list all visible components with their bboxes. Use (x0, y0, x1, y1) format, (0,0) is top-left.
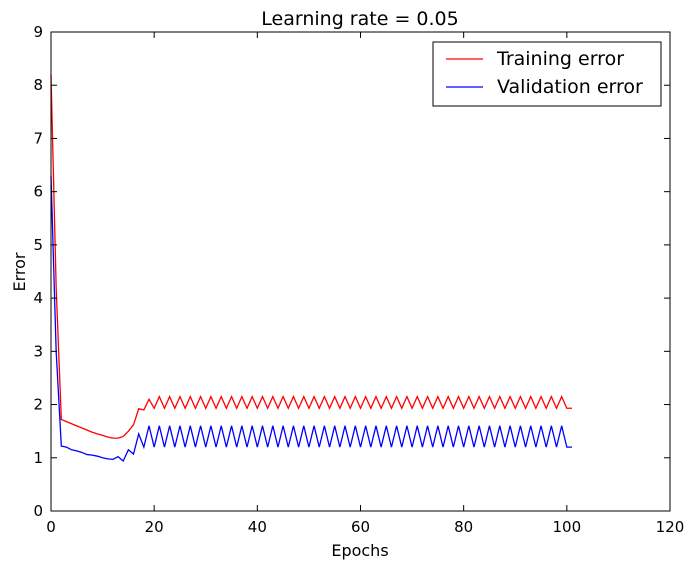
y-tick-label: 8 (33, 76, 43, 94)
series-line-validation-error (50, 175, 572, 463)
chart-title: Learning rate = 0.05 (261, 8, 458, 30)
x-tick-label: 100 (553, 518, 582, 536)
legend-box (432, 41, 662, 107)
x-tick-label: 0 (46, 518, 56, 536)
y-tick-label: 5 (33, 236, 43, 254)
y-tick-label: 7 (33, 129, 43, 147)
plot-area: 0 20 40 60 80 100 120 0 1 2 3 4 5 6 7 8 9 (33, 23, 684, 536)
y-tick-label: 1 (33, 449, 43, 467)
x-tick-label: 120 (656, 518, 685, 536)
y-axis-ticks: 0 1 2 3 4 5 6 7 8 9 (33, 23, 670, 520)
y-tick-label: 2 (33, 396, 43, 414)
y-tick-label: 9 (33, 23, 43, 41)
legend: Training error Validation error (432, 41, 662, 107)
series-layer (50, 74, 572, 463)
x-axis-ticks: 0 20 40 60 80 100 120 (46, 32, 684, 536)
y-tick-label: 6 (33, 183, 43, 201)
x-axis-label: Epochs (331, 541, 388, 560)
y-axis-label: Error (10, 252, 29, 291)
x-tick-label: 40 (248, 518, 267, 536)
y-tick-label: 4 (33, 289, 43, 307)
series-line-training-error (50, 74, 572, 439)
legend-label-training-error: Training error (496, 48, 624, 70)
x-tick-label: 20 (145, 518, 164, 536)
y-tick-label: 0 (33, 502, 43, 520)
x-tick-label: 80 (454, 518, 473, 536)
x-tick-label: 60 (351, 518, 370, 536)
y-tick-label: 3 (33, 342, 43, 360)
legend-label-validation-error: Validation error (497, 76, 643, 98)
